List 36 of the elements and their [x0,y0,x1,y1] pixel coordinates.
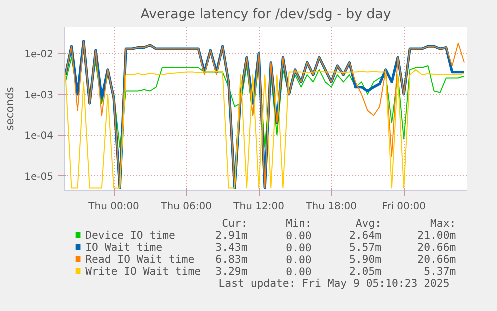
text: 20.66m [418,241,456,254]
text: 0.00 [286,266,312,278]
x-tick-label: Thu 00:00 [88,202,140,212]
text: 3.43m [216,241,248,254]
text: Min: [286,217,312,230]
text: 5.37m [424,265,456,278]
y-tick-label: 1e-05 [24,172,54,183]
text: Last update: Fri May 9 05:10:23 2025 [218,277,450,290]
y-tick-label: 1e-02 [24,50,54,61]
chart-title: Average latency for /dev/sdg - by day [140,8,392,22]
x-tick-label: Thu 06:00 [160,202,212,212]
x-tick-label: Fri 00:00 [382,202,426,212]
text: Avg: [356,217,382,230]
text: 6.83m [216,253,248,266]
text: 0.00 [286,230,312,242]
legend-label: Read IO Wait time [86,253,195,266]
legend-label: IO Wait time [86,241,163,254]
legend-label: Device IO time [86,229,176,242]
y-tick-label: 1e-03 [24,90,54,102]
text: 3.29m [216,265,248,278]
legend-label: Write IO Wait time [86,265,202,278]
text: Max: [430,217,456,230]
text: 5.90m [349,253,382,266]
text: 20.66m [418,253,456,266]
text: 0.00 [286,254,312,266]
text: 21.00m [418,229,456,242]
text: 5.57m [349,241,382,254]
text: 2.05m [349,265,382,278]
text: 0.00 [286,242,312,254]
y-tick-label: 1e-04 [24,131,54,142]
text: 2.91m [216,229,248,242]
x-tick-label: Thu 12:00 [232,202,284,212]
x-tick-label: Thu 18:00 [305,202,357,212]
y-axis-title: seconds [4,86,17,131]
text: 2.64m [349,229,382,242]
text: Cur: [222,217,248,230]
